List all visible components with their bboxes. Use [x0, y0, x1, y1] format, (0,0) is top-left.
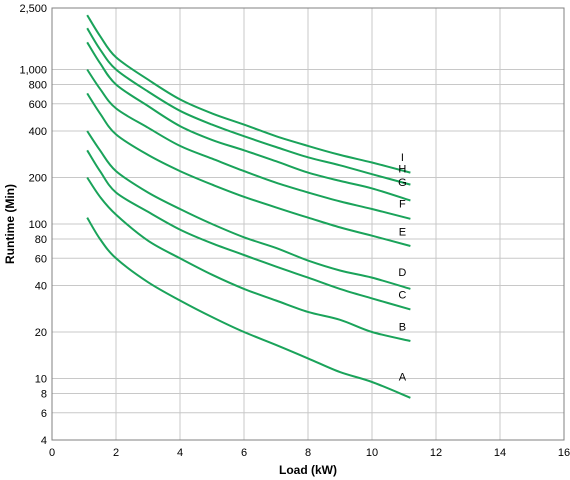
series-line-i [86, 14, 411, 174]
y-tick-label: 20 [35, 327, 47, 339]
series-label-e: E [399, 227, 406, 239]
series-lines [86, 14, 411, 399]
y-tick-label: 200 [29, 172, 47, 184]
plot-frame [51, 7, 565, 441]
y-tick-label: 400 [29, 126, 47, 138]
x-tick-label: 8 [305, 447, 311, 459]
y-axis-title: Runtime (Min) [3, 184, 17, 264]
y-tick-label: 60 [35, 253, 47, 265]
series-line-b [86, 176, 411, 342]
x-tick-label: 12 [430, 447, 442, 459]
x-tick-label: 14 [494, 447, 506, 459]
series-label-d: D [398, 267, 406, 279]
series-label-b: B [399, 321, 406, 333]
x-axis-title: Load (kW) [279, 463, 337, 477]
series-label-f: F [399, 198, 406, 210]
y-tick-labels: 4 6 8 10 20 40 60 80 100 200 400 600 800 1,000 2,500 [19, 3, 47, 447]
y-tick-label: 10 [35, 374, 47, 386]
y-tick-label: 40 [35, 280, 47, 292]
x-tick-labels: 0 2 4 6 8 10 12 14 16 [49, 447, 570, 459]
x-tick-label: 4 [177, 447, 183, 459]
x-tick-label: 10 [366, 447, 378, 459]
series-label-g: G [398, 177, 407, 189]
series-label-a: A [399, 372, 407, 384]
series-line-e [86, 92, 411, 247]
y-tick-label: 8 [41, 388, 47, 400]
series-line-c [86, 149, 411, 311]
y-tick-label: 1,000 [19, 64, 47, 76]
series-line-f [86, 68, 411, 220]
series-label-h: H [398, 164, 406, 176]
series-line-h [86, 27, 411, 186]
y-tick-label: 600 [29, 99, 47, 111]
x-tick-label: 16 [558, 447, 570, 459]
y-tick-label: 800 [29, 79, 47, 91]
y-tick-label: 100 [29, 219, 47, 231]
y-tick-label: 2,500 [19, 3, 47, 15]
y-tick-label: 4 [41, 435, 47, 447]
series-label-c: C [398, 289, 406, 301]
series-line-a [86, 217, 411, 399]
series-label-i: I [401, 152, 404, 164]
series-line-g [86, 41, 411, 202]
x-tick-label: 0 [49, 447, 55, 459]
series-line-d [86, 130, 411, 290]
y-tick-label: 6 [41, 408, 47, 420]
y-tick-label: 80 [35, 234, 47, 246]
x-tick-label: 2 [113, 447, 119, 459]
x-tick-label: 6 [241, 447, 247, 459]
